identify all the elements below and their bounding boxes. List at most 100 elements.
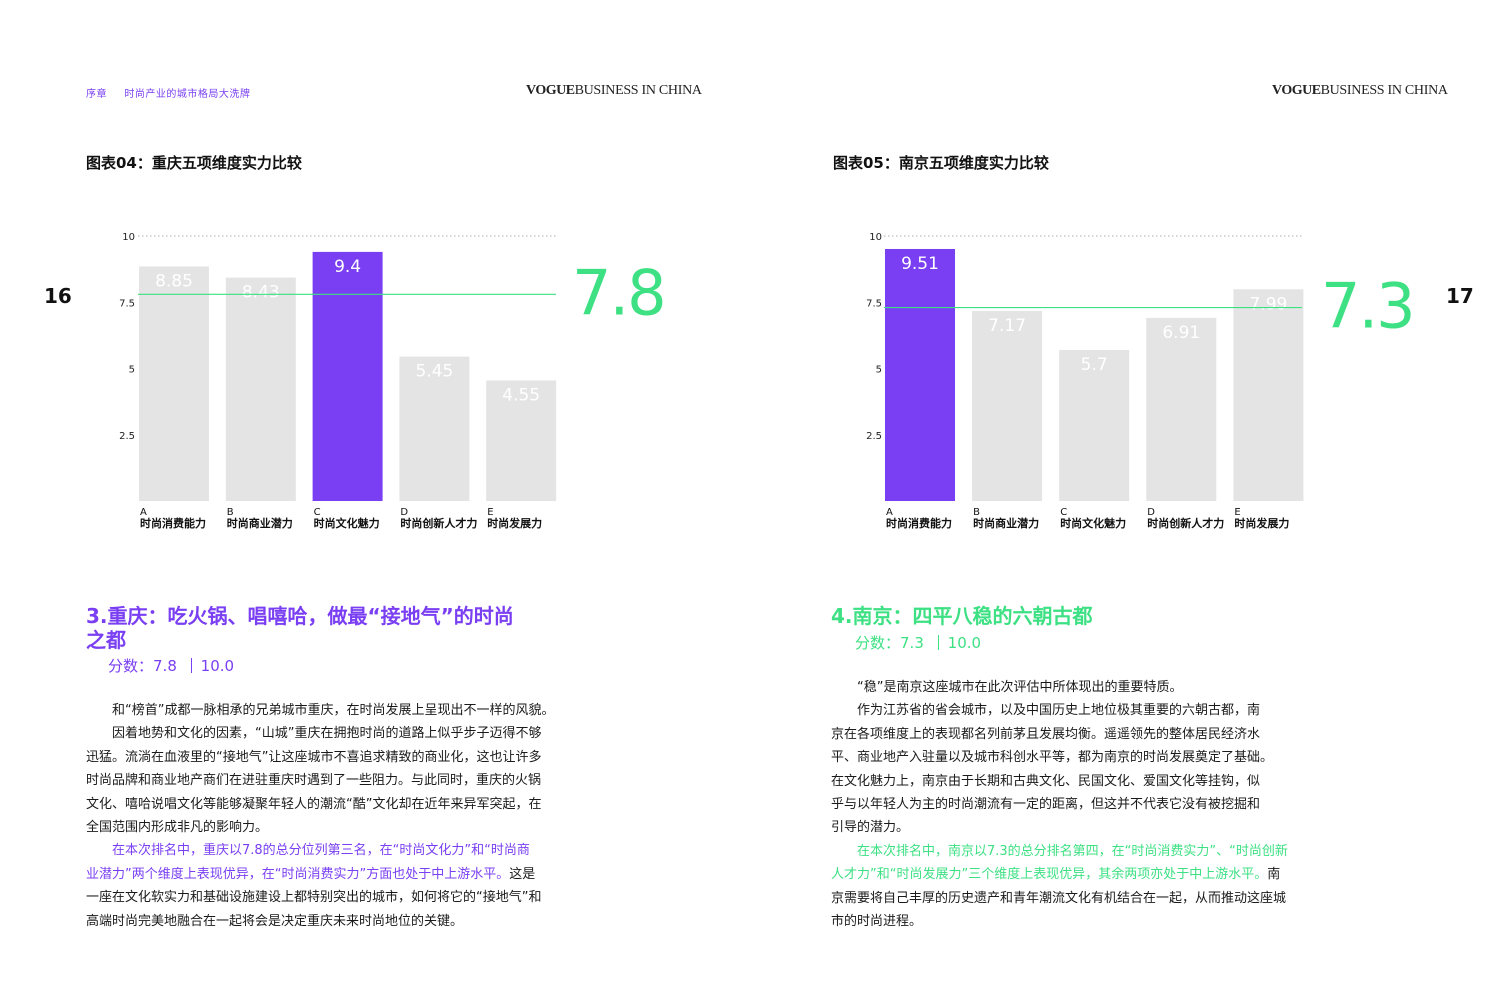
y-tick-label: 5 — [129, 365, 135, 376]
body-line: 在本次排名中，重庆以7.8的总分位列第三名，在“时尚文化力”和“时尚商 — [86, 839, 598, 862]
x-category-label: 时尚发展力 — [1234, 516, 1289, 530]
y-tick-label: 7.5 — [866, 298, 882, 309]
body-line: 作为江苏省的省会城市，以及中国历史上地位极其重要的六朝古都，南 — [831, 699, 1343, 722]
body-line: 迅猛。流淌在血液里的“接地气”让这座城市不喜追求精致的商业化，这也让许多 — [86, 746, 598, 769]
score-value: 7.3 — [900, 634, 924, 652]
body-line: 市的时尚进程。 — [831, 910, 1343, 933]
x-category-label: 时尚文化魅力 — [314, 516, 380, 530]
y-tick-label: 2.5 — [866, 431, 882, 442]
y-tick-label: 10 — [869, 232, 882, 243]
brand-logo-right: VOGUEBUSINESS IN CHINA — [1272, 83, 1448, 99]
brand-vogue: VOGUE — [526, 83, 575, 98]
x-category-label: 时尚创新人才力 — [1147, 516, 1224, 530]
x-category-letter: A — [140, 507, 147, 518]
bar-value-label: 8.43 — [242, 283, 280, 303]
y-tick-label: 5 — [876, 365, 882, 376]
body-line: 乎与以年轻人为主的时尚潮流有一定的距离，但这并不代表它没有被挖掘和 — [831, 793, 1343, 816]
bar-value-label: 6.91 — [1162, 323, 1200, 343]
body-line-text: 一座在文化软实力和基础设施建设上都特别突出的城市，如何将它的“接地气”和 — [86, 890, 542, 906]
x-category-letter: B — [973, 507, 980, 518]
x-category-label: 时尚商业潜力 — [973, 516, 1039, 530]
body-text-chongqing: 和“榜首”成都一脉相承的兄弟城市重庆，在时尚发展上呈现出不一样的风貌。 因着地势和… — [86, 699, 598, 933]
brand-vogue: VOGUE — [1272, 83, 1321, 98]
bar-value-label: 7.99 — [1249, 294, 1287, 314]
body-line: 引导的潜力。 — [831, 816, 1343, 839]
x-category-label: 时尚消费能力 — [140, 516, 206, 530]
heading-line: 4.南京：四平八稳的六朝古都 — [831, 604, 1093, 628]
body-line-text: 人才力”和“时尚发展力”三个维度上表现优异，其余两项亦处于中上游水平。 — [831, 867, 1268, 883]
body-line-text: 平、商业地产入驻量以及城市科创水平等，都为南京的时尚发展奠定了基础。 — [831, 750, 1274, 766]
body-line-text: 文化、嘻哈说唱文化等能够凝聚年轻人的潮流“酷”文化却在近年来异军突起，在 — [86, 796, 542, 812]
score-max: 10.0 — [947, 634, 982, 652]
bar-d — [1146, 317, 1217, 501]
bar-b — [225, 277, 296, 501]
brand-logo-left: VOGUEBUSINESS IN CHINA — [526, 83, 702, 99]
body-line-text: “稳”是南京这座城市在此次评估中所体现出的重要特质。 — [857, 680, 1183, 695]
x-category-letter: D — [400, 507, 408, 518]
body-line: 业潜力”两个维度上表现优异，在“时尚消费实力”方面也处于中上游水平。这是 — [86, 863, 598, 886]
y-tick-label: 7.5 — [119, 298, 135, 309]
bar-c — [312, 251, 383, 501]
score-divider — [937, 635, 939, 650]
body-line-text: 作为江苏省的省会城市，以及中国历史上地位极其重要的六朝古都，南 — [857, 703, 1261, 719]
bar-a — [885, 248, 955, 501]
score-divider — [190, 658, 192, 673]
body-line: 和“榜首”成都一脉相承的兄弟城市重庆，在时尚发展上呈现出不一样的风貌。 — [86, 699, 598, 722]
x-category-label: 时尚创新人才力 — [400, 516, 477, 530]
breadcrumb-title: 时尚产业的城市格局大洗牌 — [124, 89, 251, 100]
score-label: 分数： — [108, 657, 154, 675]
body-line-text: 乎与以年轻人为主的时尚潮流有一定的距离，但这并不代表它没有被挖掘和 — [831, 797, 1261, 813]
body-line: 京需要将自己丰厚的历史遗产和青年潮流文化有机结合在一起，从而推动这座城 — [831, 887, 1343, 910]
chart-title-chongqing: 图表04：重庆五项维度实力比较 — [86, 154, 302, 172]
y-tick-label: 10 — [122, 232, 135, 243]
body-line-text: 引导的潜力。 — [831, 820, 910, 836]
average-value-label: 7.8 — [572, 256, 665, 329]
body-line: 京在各项维度上的表现都名列前茅且发展均衡。遥遥领先的整体居民经济水 — [831, 723, 1343, 746]
body-line-text: 京在各项维度上的表现都名列前茅且发展均衡。遥遥领先的整体居民经济水 — [831, 726, 1261, 742]
page-number-left: 16 — [44, 284, 72, 308]
y-tick-label: 2.5 — [119, 431, 135, 442]
score-label: 分数： — [855, 634, 901, 652]
bar-b — [972, 310, 1043, 501]
bar-c — [1059, 349, 1130, 501]
body-line: 平、商业地产入驻量以及城市科创水平等，都为南京的时尚发展奠定了基础。 — [831, 746, 1343, 769]
x-category-letter: E — [1234, 507, 1240, 518]
heading-line: 3.重庆：吃火锅、唱嘻哈，做最“接地气”的时尚 — [86, 604, 514, 628]
body-line: 高端时尚完美地融合在一起将会是决定重庆未来时尚地位的关键。 — [86, 910, 598, 933]
body-line: 在文化魅力上，南京由于长期和古典文化、民国文化、爱国文化等挂钩，似 — [831, 770, 1343, 793]
bar-d — [399, 356, 470, 501]
score-max: 10.0 — [200, 657, 235, 675]
brand-rest: BUSINESS IN CHINA — [574, 83, 702, 98]
score-chongqing: 分数：7.8 10.0 — [108, 655, 234, 676]
body-line: 在本次排名中，南京以7.3的总分排名第四，在“时尚消费实力”、“时尚创新 — [831, 840, 1343, 863]
highlight-tail: 南 — [1267, 867, 1281, 883]
body-line-text: 在本次排名中，南京以7.3的总分排名第四，在“时尚消费实力”、“时尚创新 — [857, 843, 1288, 859]
x-category-label: 时尚文化魅力 — [1060, 516, 1126, 530]
bar-value-label: 4.55 — [502, 385, 540, 405]
body-line: 时尚品牌和商业地产商们在进驻重庆时遇到了一些阻力。与此同时，重庆的火锅 — [86, 769, 598, 792]
body-line-text: 和“榜首”成都一脉相承的兄弟城市重庆，在时尚发展上呈现出不一样的风貌。 — [112, 703, 555, 718]
body-line-text: 京需要将自己丰厚的历史遗产和青年潮流文化有机结合在一起，从而推动这座城 — [831, 890, 1287, 906]
body-line-text: 因着地势和文化的因素，“山城”重庆在拥抱时尚的道路上似乎步子迈得不够 — [112, 726, 542, 742]
body-line-text: 业潜力”两个维度上表现优异，在“时尚消费实力”方面也处于中上游水平。 — [86, 866, 510, 882]
bar-value-label: 5.7 — [1081, 355, 1108, 375]
heading-line: 之都 — [86, 628, 126, 652]
x-category-letter: C — [1060, 507, 1067, 518]
body-line: 人才力”和“时尚发展力”三个维度上表现优异，其余两项亦处于中上游水平。南 — [831, 863, 1343, 886]
body-line-text: 全国范围内形成非凡的影响力。 — [86, 820, 269, 836]
bar-value-label: 8.85 — [155, 271, 193, 291]
breadcrumb-section: 序章 — [86, 89, 107, 100]
body-line-text: 在文化魅力上，南京由于长期和古典文化、民国文化、爱国文化等挂钩，似 — [831, 773, 1261, 789]
x-category-label: 时尚商业潜力 — [227, 516, 293, 530]
body-line-text: 在本次排名中，重庆以7.8的总分位列第三名，在“时尚文化力”和“时尚商 — [112, 843, 530, 859]
body-line-text: 时尚品牌和商业地产商们在进驻重庆时遇到了一些阻力。与此同时，重庆的火锅 — [86, 773, 542, 789]
x-category-label: 时尚发展力 — [487, 516, 542, 530]
body-line-text: 迅猛。流淌在血液里的“接地气”让这座城市不喜追求精致的商业化，这也让许多 — [86, 749, 542, 765]
chart-title-nanjing: 图表05：南京五项维度实力比较 — [833, 154, 1049, 172]
bar-e — [1233, 289, 1304, 501]
bar-value-label: 9.51 — [901, 254, 939, 274]
body-text-nanjing: “稳”是南京这座城市在此次评估中所体现出的重要特质。作为江苏省的省会城市，以及中… — [831, 676, 1343, 933]
body-line: 因着地势和文化的因素，“山城”重庆在拥抱时尚的道路上似乎步子迈得不够 — [86, 722, 598, 745]
